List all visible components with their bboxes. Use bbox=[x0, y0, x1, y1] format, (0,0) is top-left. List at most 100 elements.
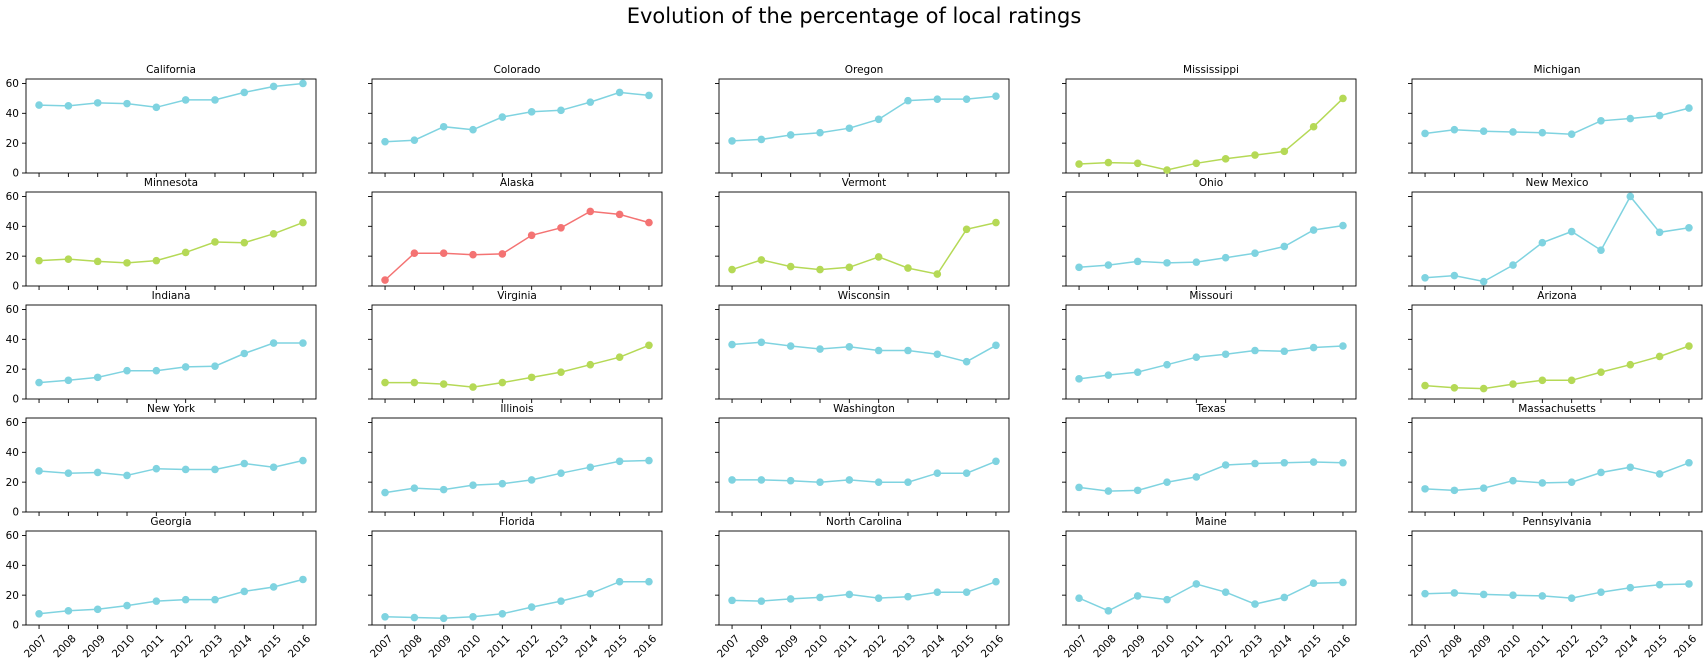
data-point bbox=[1655, 352, 1664, 361]
data-point bbox=[381, 488, 389, 497]
panel-california: California 0 20 40 60 bbox=[6, 64, 317, 180]
data-point bbox=[64, 255, 73, 263]
axes-frame bbox=[25, 304, 317, 400]
data-point bbox=[557, 597, 565, 605]
y-tick-label: 60 bbox=[6, 78, 19, 90]
data-point bbox=[35, 378, 43, 387]
x-tick-label: 2007 bbox=[368, 633, 395, 660]
data-point bbox=[757, 476, 766, 484]
data-point bbox=[1421, 589, 1429, 598]
y-tick-label: 40 bbox=[6, 334, 19, 346]
data-point bbox=[211, 465, 219, 474]
data-point bbox=[1538, 592, 1547, 600]
data-point bbox=[381, 612, 389, 621]
data-point bbox=[1163, 166, 1171, 174]
x-tick-label: 2014 bbox=[227, 633, 255, 661]
series-line bbox=[1078, 97, 1344, 171]
data-point bbox=[498, 378, 507, 387]
data-point bbox=[728, 340, 736, 349]
data-point bbox=[645, 341, 653, 350]
data-point bbox=[1192, 353, 1201, 362]
data-point bbox=[1479, 384, 1488, 393]
x-tick-label: 2013 bbox=[1584, 633, 1611, 660]
y-tick-label: 0 bbox=[12, 394, 19, 406]
x-tick-label: 2008 bbox=[744, 633, 771, 660]
series-line bbox=[1424, 462, 1690, 492]
x-tick-label: 2007 bbox=[1062, 633, 1089, 660]
data-point bbox=[1567, 376, 1576, 385]
data-point bbox=[1075, 375, 1083, 383]
data-point bbox=[35, 467, 43, 475]
panel-title: California bbox=[146, 64, 196, 76]
x-tick-label: 2010 bbox=[803, 633, 830, 660]
data-point bbox=[615, 88, 624, 97]
x-tick-label: 2016 bbox=[632, 633, 660, 661]
panel-new-mexico: New Mexico bbox=[1408, 177, 1703, 290]
data-point bbox=[152, 597, 161, 605]
data-point bbox=[1339, 221, 1347, 230]
axes-frame bbox=[718, 530, 1010, 626]
y-tick-label: 40 bbox=[6, 447, 19, 459]
axes-frame bbox=[1065, 304, 1357, 400]
data-point bbox=[1450, 384, 1459, 392]
data-point bbox=[1251, 459, 1259, 468]
x-tick-label: 2015 bbox=[1297, 633, 1324, 660]
data-point bbox=[527, 476, 536, 484]
panel-title: Michigan bbox=[1533, 64, 1580, 76]
data-point bbox=[933, 350, 942, 359]
data-point bbox=[1163, 595, 1171, 604]
data-point bbox=[1538, 479, 1547, 487]
x-tick-label: 2007 bbox=[715, 633, 742, 660]
panel-missouri: Missouri bbox=[1062, 290, 1357, 403]
data-point bbox=[1421, 129, 1429, 138]
data-point bbox=[1163, 259, 1171, 267]
x-tick-label: 2014 bbox=[920, 633, 948, 661]
data-point bbox=[1221, 588, 1230, 596]
data-point bbox=[816, 128, 824, 137]
data-point bbox=[299, 339, 307, 347]
axes-frame bbox=[718, 78, 1010, 174]
panel-title: Arizona bbox=[1537, 290, 1576, 302]
x-tick-label: 2011 bbox=[139, 633, 166, 660]
data-point bbox=[992, 341, 1000, 350]
x-tick-label: 2008 bbox=[1091, 633, 1118, 660]
data-point bbox=[381, 276, 389, 284]
data-point bbox=[786, 262, 795, 271]
data-point bbox=[498, 250, 507, 258]
axes-frame bbox=[25, 191, 317, 287]
x-tick-label: 2009 bbox=[774, 633, 801, 660]
data-point bbox=[1597, 468, 1605, 477]
data-point bbox=[469, 125, 477, 134]
data-point bbox=[381, 378, 389, 387]
series-line bbox=[38, 82, 303, 109]
data-point bbox=[181, 595, 190, 604]
y-tick-label: 60 bbox=[6, 417, 19, 429]
data-point bbox=[1309, 458, 1318, 466]
data-point bbox=[1280, 347, 1289, 356]
data-point bbox=[816, 345, 824, 353]
data-point bbox=[439, 122, 448, 131]
panel-title: Ohio bbox=[1199, 177, 1223, 189]
data-point bbox=[728, 596, 736, 605]
x-tick-label: 2007 bbox=[1408, 633, 1435, 660]
panel-title: Oregon bbox=[845, 64, 884, 76]
axes-frame bbox=[25, 417, 317, 513]
data-point bbox=[1685, 458, 1693, 467]
data-point bbox=[816, 593, 824, 602]
data-point bbox=[93, 99, 102, 107]
data-point bbox=[152, 366, 161, 375]
data-point bbox=[1133, 257, 1142, 266]
data-point bbox=[1655, 111, 1664, 120]
data-point bbox=[615, 577, 624, 586]
data-point bbox=[904, 264, 912, 272]
x-tick-label: 2011 bbox=[1525, 633, 1552, 660]
series-line bbox=[38, 342, 303, 384]
data-point bbox=[615, 457, 624, 466]
data-point bbox=[1104, 371, 1113, 379]
data-point bbox=[615, 353, 624, 362]
data-point bbox=[410, 484, 419, 492]
data-point bbox=[93, 373, 102, 382]
panel-ohio: Ohio bbox=[1062, 177, 1357, 290]
series-line bbox=[731, 95, 997, 142]
data-point bbox=[1685, 104, 1693, 112]
